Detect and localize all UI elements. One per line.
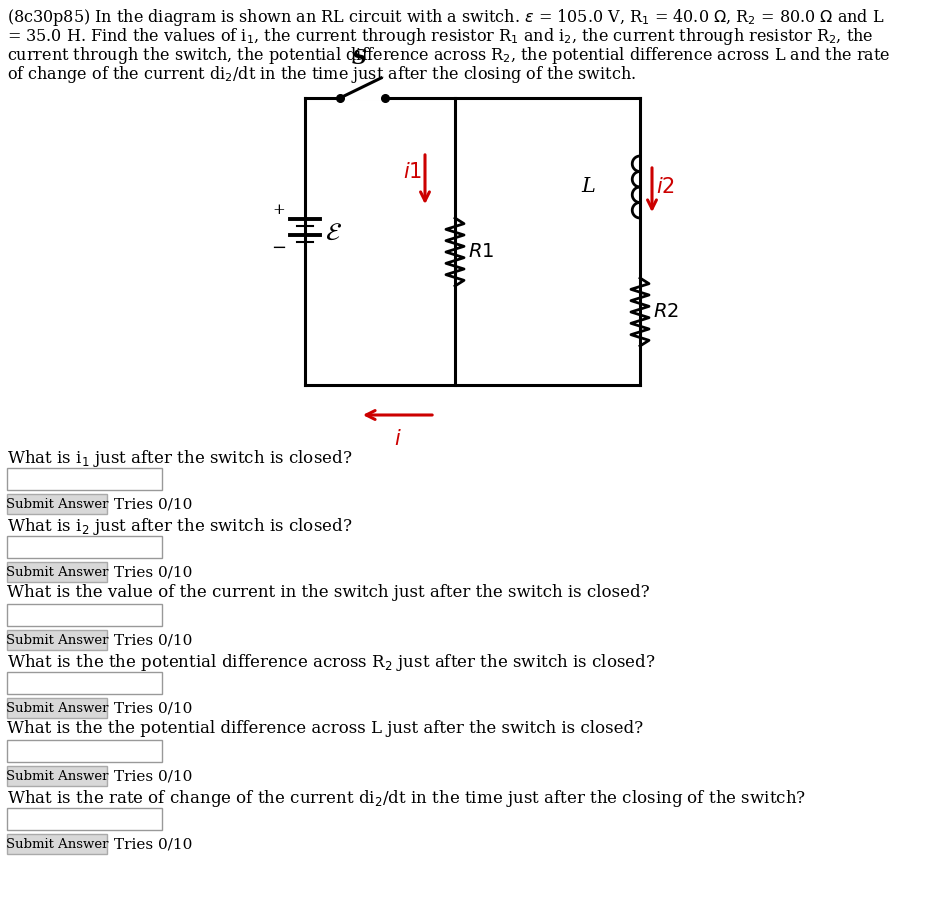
Text: Tries 0/10: Tries 0/10	[114, 565, 193, 579]
Text: $i1$: $i1$	[403, 161, 422, 181]
Text: Submit Answer: Submit Answer	[6, 633, 108, 647]
Text: Tries 0/10: Tries 0/10	[114, 497, 193, 511]
Text: Submit Answer: Submit Answer	[6, 497, 108, 510]
Text: Tries 0/10: Tries 0/10	[114, 837, 193, 851]
Text: Tries 0/10: Tries 0/10	[114, 633, 193, 647]
Text: Submit Answer: Submit Answer	[6, 565, 108, 579]
FancyBboxPatch shape	[7, 536, 162, 558]
Text: What is the value of the current in the switch just after the switch is closed?: What is the value of the current in the …	[7, 584, 650, 601]
Text: What is the the potential difference across L just after the switch is closed?: What is the the potential difference acr…	[7, 720, 644, 737]
FancyBboxPatch shape	[7, 834, 107, 854]
Text: What is i$_2$ just after the switch is closed?: What is i$_2$ just after the switch is c…	[7, 516, 352, 537]
Text: What is the the potential difference across R$_2$ just after the switch is close: What is the the potential difference acr…	[7, 652, 656, 673]
Text: Tries 0/10: Tries 0/10	[114, 769, 193, 783]
Text: (8c30p85) In the diagram is shown an RL circuit with a switch. $\varepsilon$ = 1: (8c30p85) In the diagram is shown an RL …	[7, 7, 884, 28]
Text: Submit Answer: Submit Answer	[6, 837, 108, 851]
Text: What is i$_1$ just after the switch is closed?: What is i$_1$ just after the switch is c…	[7, 448, 352, 469]
Text: Tries 0/10: Tries 0/10	[114, 701, 193, 715]
Text: What is the rate of change of the current di$_2$/dt in the time just after the c: What is the rate of change of the curren…	[7, 788, 806, 809]
Text: $i2$: $i2$	[656, 177, 675, 197]
FancyBboxPatch shape	[7, 808, 162, 830]
Text: $i$: $i$	[393, 429, 402, 449]
Text: $R2$: $R2$	[653, 303, 679, 321]
Text: +: +	[272, 203, 286, 217]
FancyBboxPatch shape	[7, 604, 162, 626]
Text: $R1$: $R1$	[468, 243, 494, 261]
FancyBboxPatch shape	[7, 630, 107, 650]
Text: Submit Answer: Submit Answer	[6, 701, 108, 715]
FancyBboxPatch shape	[7, 766, 107, 786]
FancyBboxPatch shape	[7, 698, 107, 718]
FancyBboxPatch shape	[7, 494, 107, 514]
Text: −: −	[272, 239, 286, 257]
FancyBboxPatch shape	[7, 562, 107, 582]
Text: current through the switch, the potential difference across R$_2$, the potential: current through the switch, the potentia…	[7, 45, 890, 66]
Text: S: S	[352, 48, 367, 68]
Text: Submit Answer: Submit Answer	[6, 769, 108, 783]
Text: = 35.0 H. Find the values of i$_1$, the current through resistor R$_1$ and i$_2$: = 35.0 H. Find the values of i$_1$, the …	[7, 26, 873, 47]
Text: L: L	[581, 178, 595, 197]
Text: of change of the current di$_2$/dt in the time just after the closing of the swi: of change of the current di$_2$/dt in th…	[7, 64, 636, 85]
FancyBboxPatch shape	[7, 740, 162, 762]
Text: $\mathcal{E}$: $\mathcal{E}$	[325, 221, 342, 245]
FancyBboxPatch shape	[7, 468, 162, 490]
FancyBboxPatch shape	[7, 672, 162, 694]
